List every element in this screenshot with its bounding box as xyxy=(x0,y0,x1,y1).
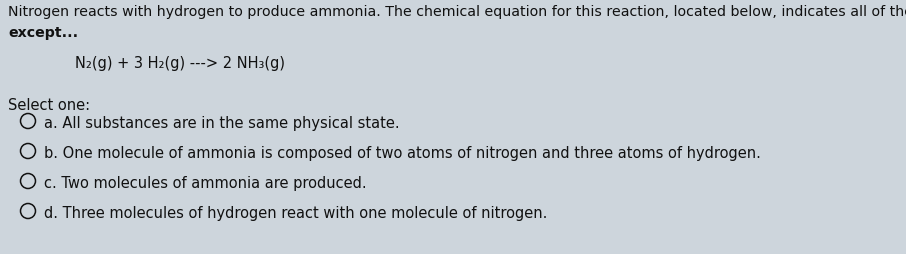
Text: d. Three molecules of hydrogen react with one molecule of nitrogen.: d. Three molecules of hydrogen react wit… xyxy=(44,205,547,220)
Text: Select one:: Select one: xyxy=(8,98,90,113)
Text: Nitrogen reacts with hydrogen to produce ammonia. The chemical equation for this: Nitrogen reacts with hydrogen to produce… xyxy=(8,5,906,19)
Text: N₂(g) + 3 H₂(g) ---> 2 NH₃(g): N₂(g) + 3 H₂(g) ---> 2 NH₃(g) xyxy=(75,56,285,71)
Text: c. Two molecules of ammonia are produced.: c. Two molecules of ammonia are produced… xyxy=(44,175,367,190)
Text: b. One molecule of ammonia is composed of two atoms of nitrogen and three atoms : b. One molecule of ammonia is composed o… xyxy=(44,146,761,160)
Text: a. All substances are in the same physical state.: a. All substances are in the same physic… xyxy=(44,116,400,131)
Text: except...: except... xyxy=(8,26,78,40)
